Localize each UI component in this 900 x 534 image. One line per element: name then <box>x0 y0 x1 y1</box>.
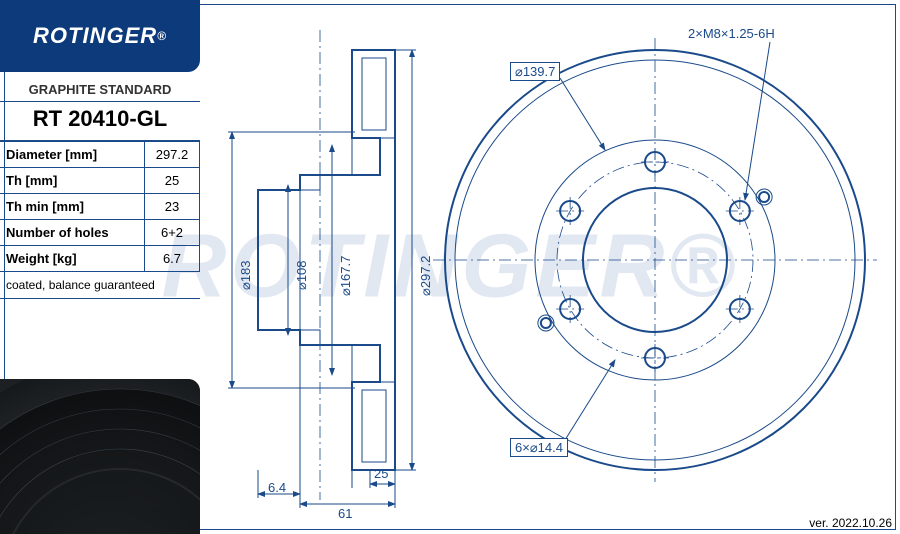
spec-label: Diameter [mm] <box>0 142 145 168</box>
spec-row: Th min [mm]23 <box>0 194 200 220</box>
coating-note: coated, balance guaranteed <box>0 272 200 299</box>
product-photo <box>0 379 200 534</box>
spec-row: Number of holes6+2 <box>0 220 200 246</box>
dim-d1677: ⌀167.7 <box>338 256 354 296</box>
dim-w25: 25 <box>374 466 388 481</box>
spec-label: Weight [kg] <box>0 246 145 272</box>
registered-mark: ® <box>157 29 167 43</box>
brand-name: ROTINGER <box>33 23 157 49</box>
dim-w64: 6.4 <box>268 480 286 495</box>
dim-d2972: ⌀297.2 <box>418 256 434 296</box>
spec-label: Th min [mm] <box>0 194 145 220</box>
spec-label: Th [mm] <box>0 168 145 194</box>
spec-row: Diameter [mm]297.2 <box>0 142 200 168</box>
callout-bolt-holes: 6×⌀14.4 <box>510 438 568 457</box>
spec-sidebar: GRAPHITE STANDARD RT 20410-GL Diameter [… <box>0 72 200 299</box>
dim-d183: ⌀183 <box>238 260 254 290</box>
spec-value: 6.7 <box>145 246 200 272</box>
dim-w61: 61 <box>338 506 352 521</box>
spec-value: 25 <box>145 168 200 194</box>
spec-row: Weight [kg]6.7 <box>0 246 200 272</box>
spec-label: Number of holes <box>0 220 145 246</box>
callout-thread: 2×M8×1.25-6H <box>688 26 775 41</box>
spec-value: 6+2 <box>145 220 200 246</box>
version-label: ver. 2022.10.26 <box>809 516 892 530</box>
standard-title: GRAPHITE STANDARD <box>0 72 200 101</box>
spec-row: Th [mm]25 <box>0 168 200 194</box>
spec-table: Diameter [mm]297.2Th [mm]25Th min [mm]23… <box>0 141 200 272</box>
spec-value: 23 <box>145 194 200 220</box>
part-number: RT 20410-GL <box>0 101 200 141</box>
brand-logo: ROTINGER® <box>0 0 200 72</box>
spec-value: 297.2 <box>145 142 200 168</box>
dim-d108: ⌀108 <box>294 260 310 290</box>
callout-center-bore: ⌀139.7 <box>510 62 560 81</box>
